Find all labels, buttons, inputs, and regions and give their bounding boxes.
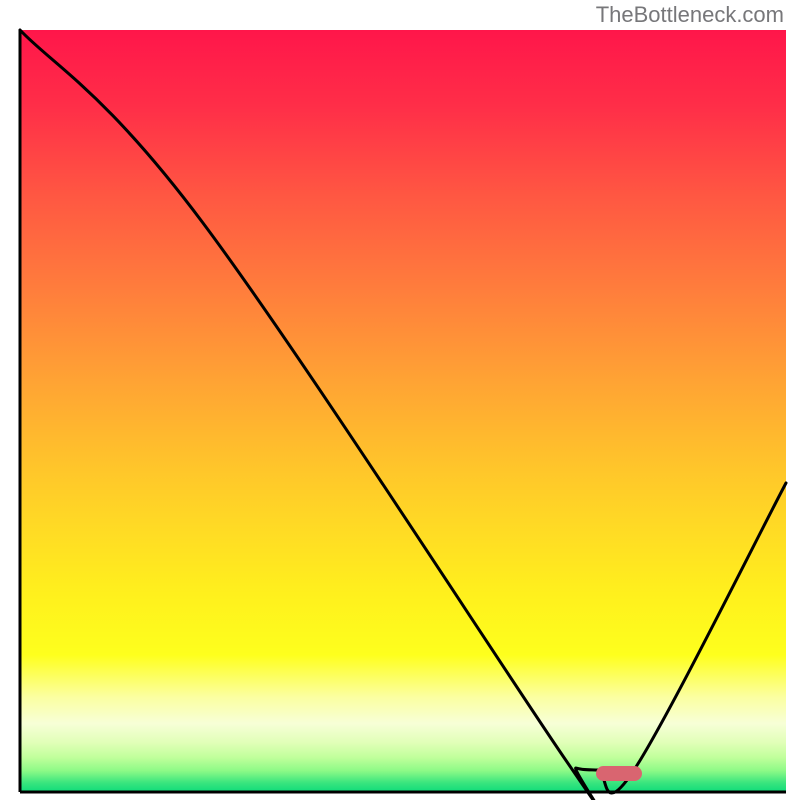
plot-area [20,30,786,792]
attribution-text: TheBottleneck.com [596,2,784,28]
optimal-marker [596,766,642,781]
chart-container: { "attribution": "TheBottleneck.com", "c… [0,0,800,800]
curve-path [20,30,786,800]
bottleneck-curve [20,30,786,792]
